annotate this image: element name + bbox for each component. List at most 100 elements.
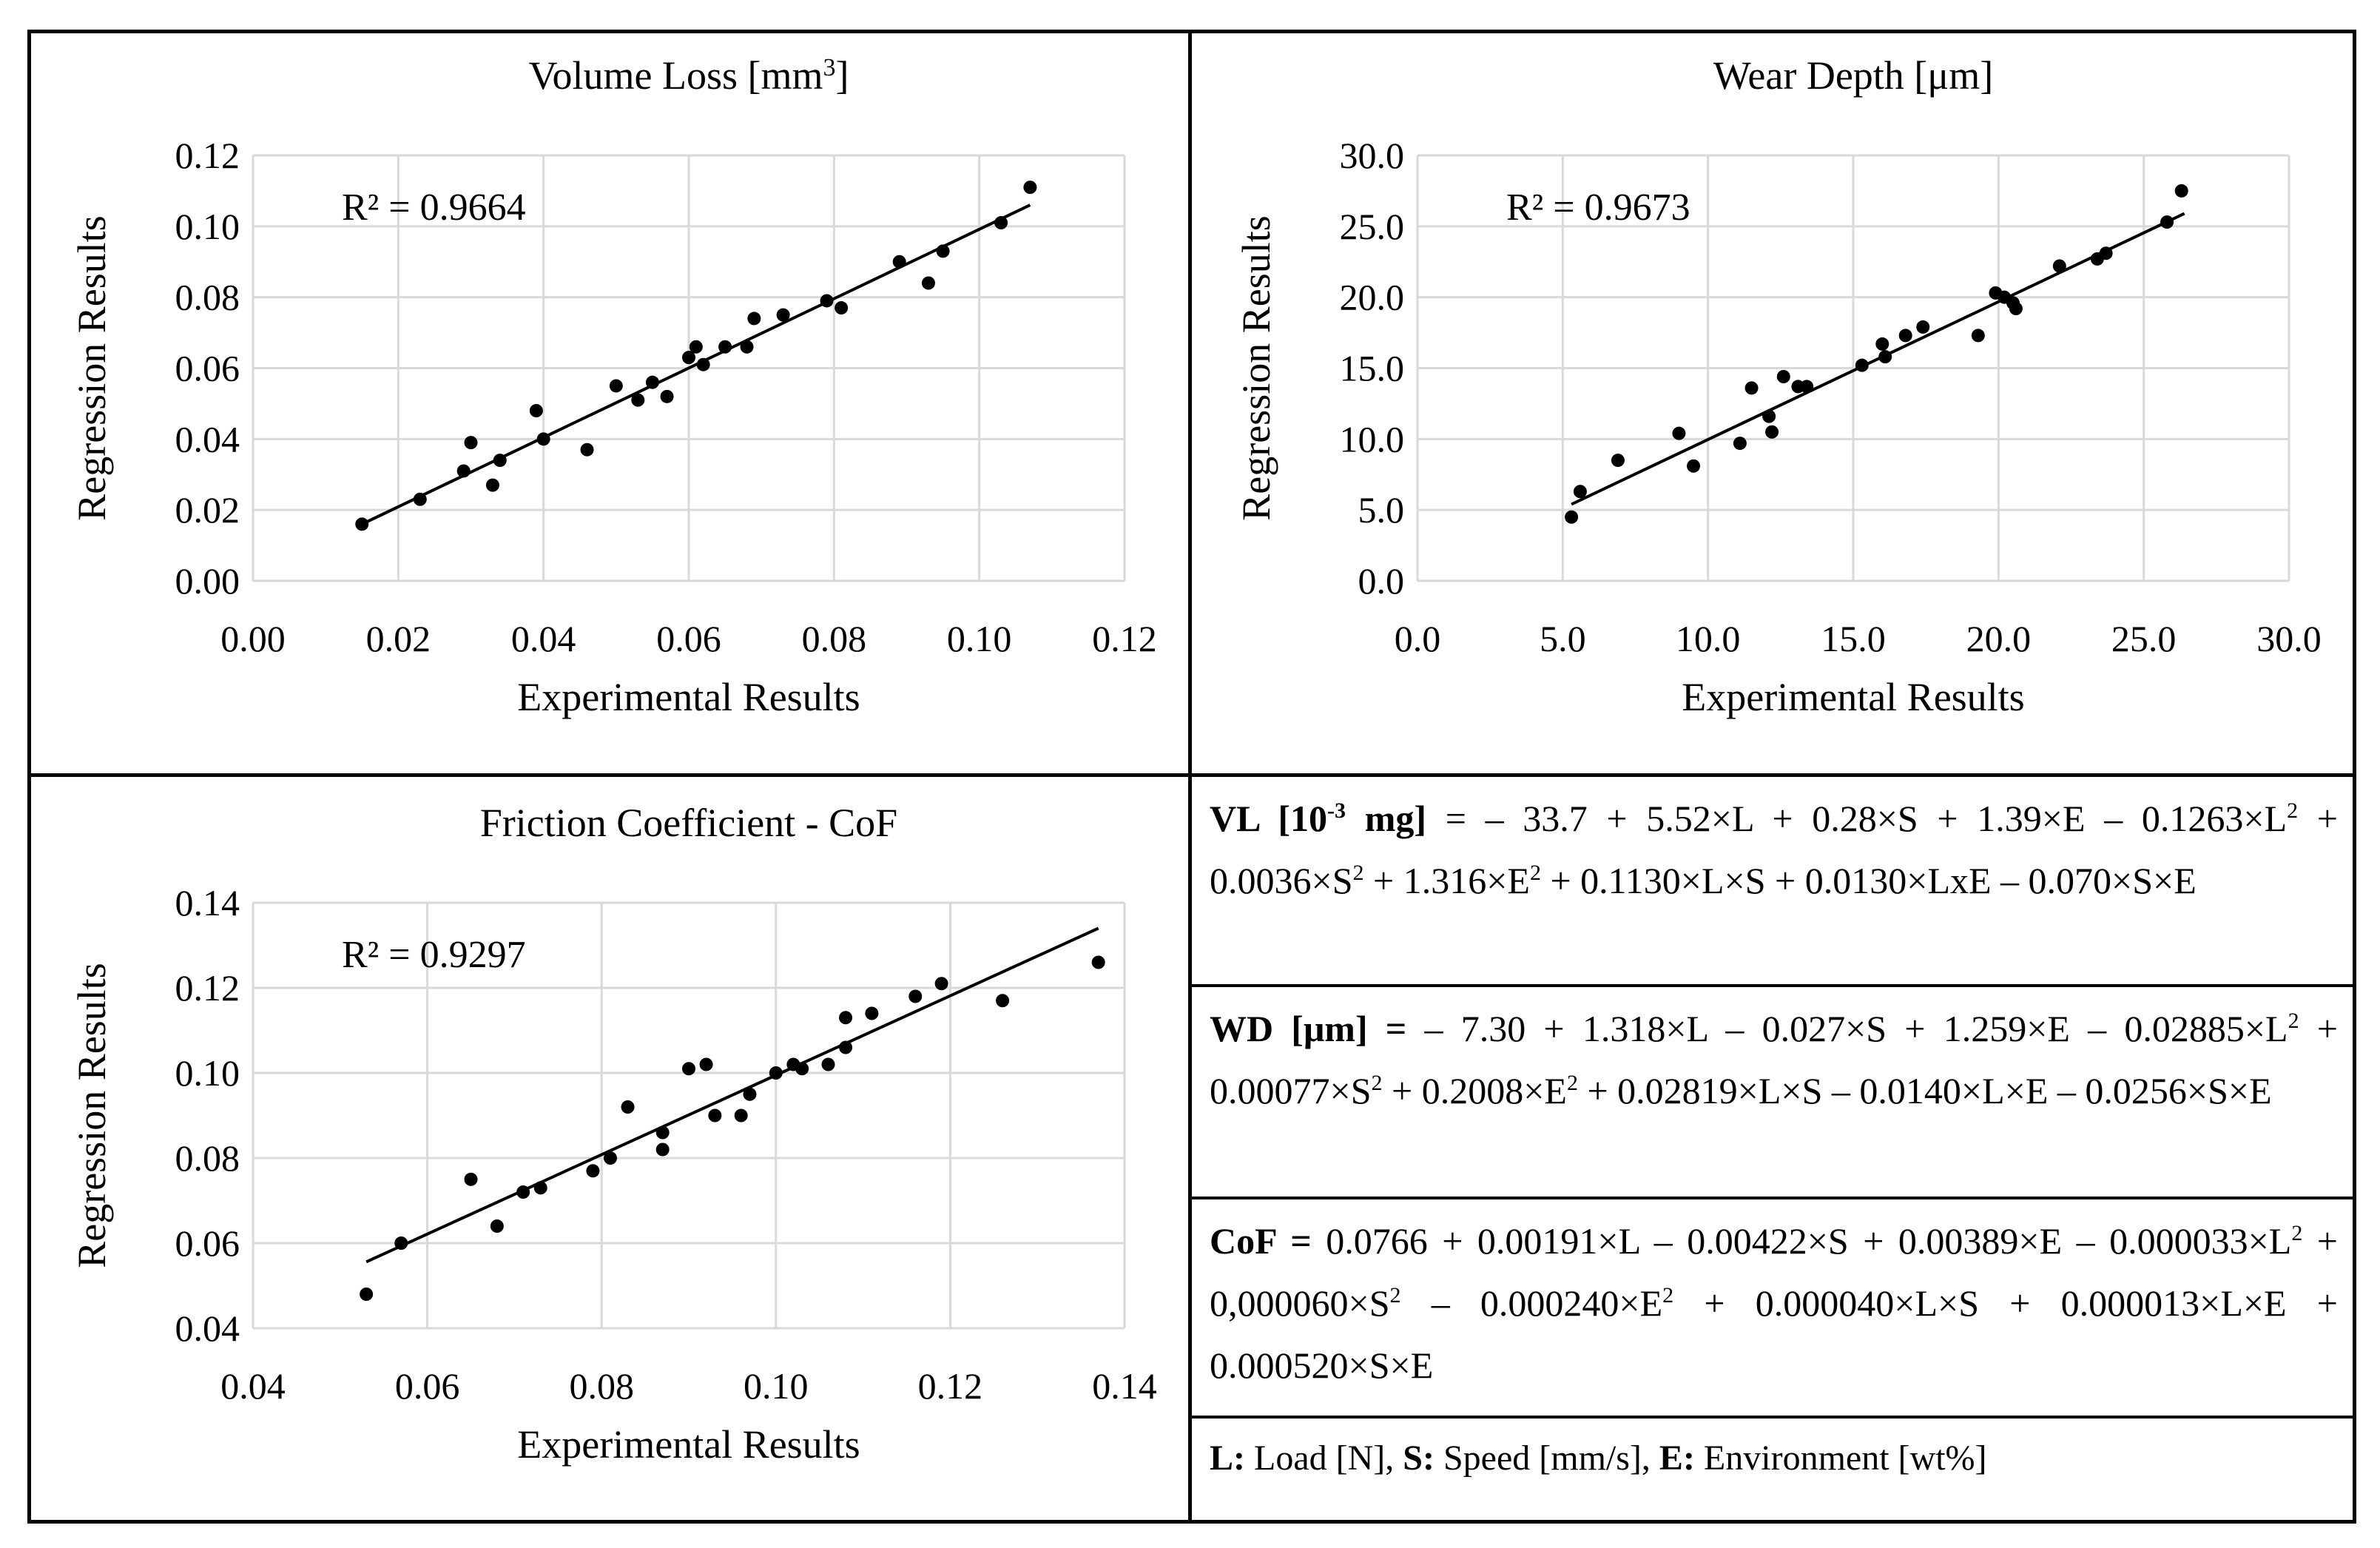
data-point	[1611, 454, 1625, 468]
data-point	[533, 1181, 547, 1195]
y-tick-label: 0.10	[175, 1052, 240, 1094]
data-point	[821, 1057, 835, 1071]
y-tick-label: 0.12	[175, 135, 240, 176]
data-point	[1687, 459, 1701, 473]
y-tick-label: 10.0	[1340, 418, 1405, 460]
y-tick-label: 0.14	[175, 882, 240, 923]
equation-cof-terms: 0.0766 + 0.00191×L – 0.00422×S + 0.00389…	[1210, 1220, 2338, 1386]
data-point	[1855, 358, 1869, 372]
data-point	[1878, 350, 1892, 364]
trendline	[365, 926, 1099, 1264]
y-tick-label: 0.06	[175, 348, 240, 389]
data-point	[464, 1172, 478, 1186]
x-axis-label: Experimental Results	[1682, 675, 2024, 719]
data-point	[490, 1219, 504, 1233]
data-point	[769, 1066, 783, 1080]
outer-border-top	[27, 30, 2356, 33]
data-point	[1573, 485, 1587, 499]
r-squared-label: R² = 0.9673	[1506, 186, 1690, 229]
data-point	[776, 308, 790, 322]
data-point	[1898, 329, 1912, 343]
x-tick-label: 0.06	[395, 1365, 460, 1407]
data-point	[1023, 181, 1037, 195]
data-point	[835, 301, 849, 315]
equation-vl-terms: = – 33.7 + 5.52×L + 0.28×S + 1.39×E – 0.…	[1210, 798, 2338, 901]
data-point	[1776, 370, 1790, 383]
x-tick-label: 0.08	[802, 618, 867, 659]
data-point	[621, 1100, 635, 1114]
wear-depth-chart: Wear Depth [μm] 0.0 5.0 10.0 15.0 20.0 25.0 30.…	[1234, 53, 2322, 719]
y-tick-label: 0.08	[175, 1137, 240, 1179]
trendline	[1571, 212, 2185, 506]
data-point	[747, 312, 761, 326]
data-point	[2052, 259, 2066, 273]
chart-title: Volume Loss [mm3]	[529, 53, 849, 98]
legend-speed-text: Speed [mm/s],	[1434, 1438, 1659, 1478]
y-tick-label: 0.02	[175, 489, 240, 531]
data-point	[516, 1185, 530, 1199]
legend-environment-text: Environment [wt%]	[1694, 1438, 1987, 1478]
x-tick-label: 10.0	[1676, 618, 1741, 659]
eq-divider-3	[1188, 1416, 2356, 1419]
y-tick-label: 5.0	[1358, 489, 1405, 531]
data-point	[1800, 380, 1814, 394]
y-tick-label: 30.0	[1340, 135, 1405, 176]
x-tick-label: 0.12	[1092, 618, 1157, 659]
x-tick-label: 0.10	[744, 1365, 809, 1407]
data-point	[609, 379, 623, 393]
data-point	[740, 340, 754, 354]
y-tick-label: 0.00	[175, 560, 240, 602]
data-point	[394, 1236, 408, 1250]
x-tick-label: 0.04	[511, 618, 576, 659]
data-point	[536, 432, 550, 446]
data-point	[2160, 215, 2174, 229]
x-tick-label: 5.0	[1540, 618, 1586, 659]
y-tick-label: 0.08	[175, 277, 240, 318]
data-point	[655, 1143, 670, 1157]
data-point	[603, 1151, 617, 1165]
r-squared-label: R² = 0.9297	[342, 934, 526, 976]
legend-load-key: L:	[1210, 1438, 1245, 1478]
data-point	[743, 1087, 757, 1101]
x-tick-label: 0.08	[569, 1365, 634, 1407]
data-point	[1672, 426, 1686, 440]
x-tick-label: 0.00	[220, 618, 286, 659]
legend-environment-key: E:	[1659, 1438, 1695, 1478]
trendline	[361, 203, 1031, 526]
data-point	[708, 1108, 722, 1123]
r-squared-label: R² = 0.9664	[342, 186, 526, 229]
x-tick-label: 0.12	[918, 1365, 983, 1407]
y-tick-label: 15.0	[1340, 348, 1405, 389]
y-axis-label: Regression Results	[70, 215, 114, 521]
data-point	[839, 1011, 853, 1025]
data-point	[645, 375, 659, 389]
data-point	[1565, 510, 1579, 524]
data-point	[934, 977, 948, 991]
eq-divider-1	[1188, 984, 2356, 987]
data-point	[2009, 302, 2023, 315]
data-point	[2099, 246, 2113, 260]
data-point	[892, 255, 906, 269]
y-axis-label: Regression Results	[1234, 215, 1278, 521]
chart-title: Friction Coefficient - CoF	[480, 801, 897, 845]
data-point	[586, 1164, 600, 1178]
x-tick-label: 0.0	[1395, 618, 1441, 659]
data-point	[908, 989, 923, 1003]
data-point	[696, 357, 710, 371]
data-point	[1091, 955, 1105, 969]
data-point	[529, 404, 543, 417]
x-tick-label: 0.06	[656, 618, 721, 659]
equation-wd-label: WD [μm] =	[1210, 1008, 1407, 1049]
variable-legend: L: Load [N], S: Speed [mm/s], E: Environ…	[1192, 1419, 2353, 1520]
data-point	[493, 454, 507, 468]
y-tick-label: 20.0	[1340, 277, 1405, 318]
friction-coefficient-chart: Friction Coefficient - CoF 0.04 0.06 0.08 0.…	[70, 801, 1157, 1467]
legend-load-text: Load [N],	[1245, 1438, 1403, 1478]
equation-cof-label: CoF =	[1210, 1220, 1312, 1262]
data-point	[734, 1108, 748, 1123]
data-point	[1971, 329, 1985, 343]
equation-wd-terms: – 7.30 + 1.318×L – 0.027×S + 1.259×E – 0…	[1210, 1008, 2338, 1111]
x-tick-label: 0.02	[366, 618, 431, 659]
data-point	[1916, 320, 1930, 334]
equation-vl: VL [10-3 mg] = – 33.7 + 5.52×L + 0.28×S …	[1192, 777, 2353, 984]
